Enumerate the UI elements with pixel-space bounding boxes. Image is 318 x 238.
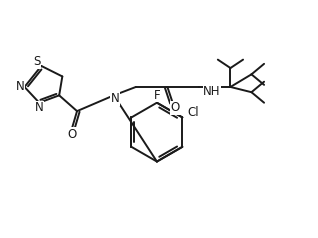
Text: Cl: Cl	[187, 106, 199, 119]
Text: N: N	[35, 101, 44, 114]
Text: NH: NH	[203, 85, 221, 98]
Text: S: S	[33, 55, 41, 68]
Text: N: N	[110, 92, 119, 105]
Text: O: O	[170, 101, 179, 114]
Text: F: F	[154, 89, 160, 102]
Text: N: N	[16, 80, 25, 94]
Text: O: O	[67, 128, 76, 141]
